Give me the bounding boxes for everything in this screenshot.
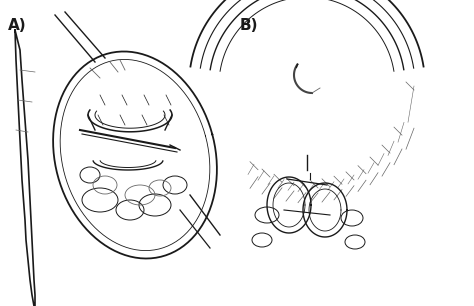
Text: A): A) [8,18,27,33]
Text: B): B) [240,18,258,33]
